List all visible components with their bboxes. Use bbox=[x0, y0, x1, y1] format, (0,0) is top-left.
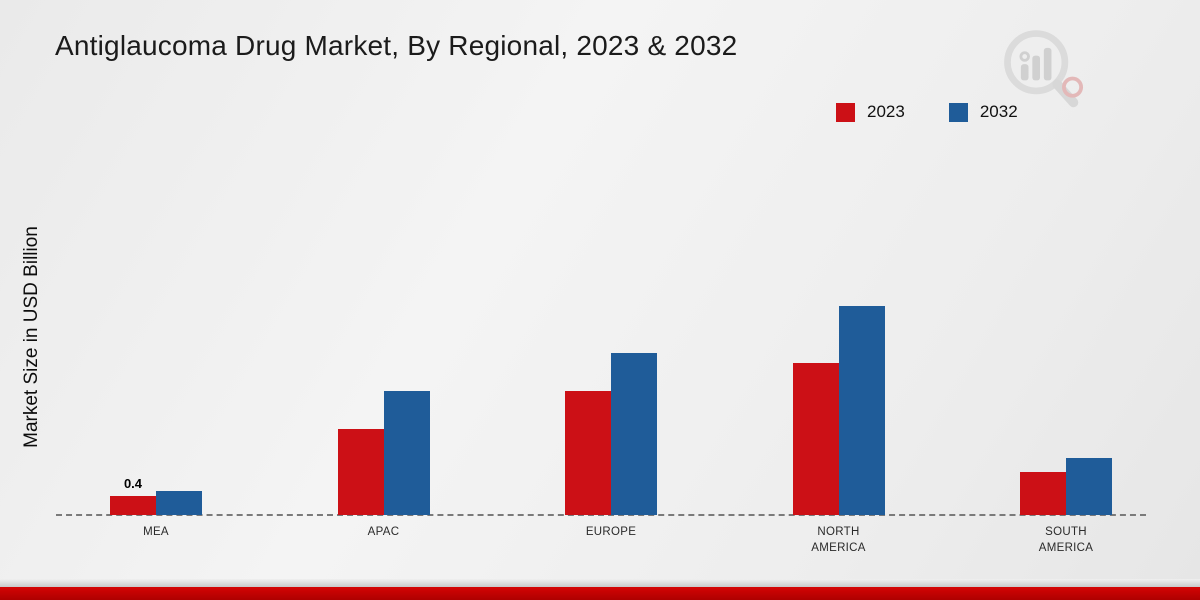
page-title: Antiglaucoma Drug Market, By Regional, 2… bbox=[55, 30, 738, 61]
bar-2032-europe bbox=[611, 353, 657, 515]
bar-2032-south-america bbox=[1066, 458, 1112, 515]
bar-2023-europe bbox=[565, 391, 611, 515]
chart-legend: 2023 2032 bbox=[836, 102, 1018, 122]
category-label-apac: APAC bbox=[367, 526, 400, 538]
y-axis-label: Market Size in USD Billion bbox=[21, 226, 42, 448]
legend-item-2032: 2032 bbox=[948, 102, 1018, 122]
bar-group-mea: 0.4 bbox=[110, 476, 202, 515]
bar-2023-south-america bbox=[1020, 472, 1066, 515]
bar-2032-mea bbox=[156, 491, 202, 515]
category-label-north-america: NORTH AMERICA bbox=[811, 526, 866, 555]
bar-group-europe bbox=[565, 353, 657, 515]
bar-2023-north-america bbox=[792, 363, 839, 515]
bar-group-south-america bbox=[1020, 458, 1112, 515]
legend-swatch-2023 bbox=[836, 102, 855, 122]
category-label-mea: MEA bbox=[143, 526, 169, 538]
bar-data-label: 0.4 bbox=[123, 476, 143, 491]
category-label-south-america: SOUTH AMERICA bbox=[1038, 526, 1094, 555]
footer-red-band bbox=[0, 587, 1200, 600]
legend-swatch-2032 bbox=[948, 102, 968, 122]
bar-group-north-america bbox=[792, 306, 885, 515]
bar-2032-north-america bbox=[838, 306, 885, 515]
bar-2023-apac bbox=[337, 429, 384, 515]
market-research-magnifier-logo bbox=[1004, 30, 1084, 108]
legend-label-2032: 2032 bbox=[979, 102, 1018, 121]
bar-chart: 0.4 bbox=[110, 135, 1112, 515]
bar-group-apac bbox=[337, 391, 430, 515]
legend-label-2023: 2023 bbox=[867, 102, 905, 121]
category-axis: MEA APAC EUROPE NORTH AMERICA SOUTH AMERICA bbox=[110, 524, 1112, 556]
legend-item-2023: 2023 bbox=[836, 102, 905, 122]
chart-baseline bbox=[56, 514, 1146, 516]
category-label-europe: EUROPE bbox=[585, 526, 637, 538]
bar-2032-apac bbox=[383, 391, 430, 515]
bar-2023-mea: 0.4 bbox=[110, 476, 156, 515]
footer-gray-band bbox=[0, 579, 1200, 587]
